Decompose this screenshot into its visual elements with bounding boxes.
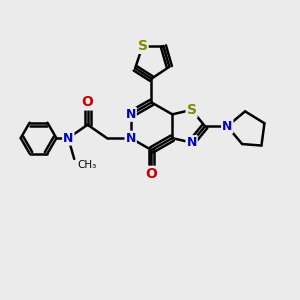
Text: N: N <box>186 136 197 149</box>
Text: N: N <box>125 108 136 121</box>
Text: N: N <box>222 120 232 133</box>
Text: S: S <box>138 39 148 53</box>
Text: CH₃: CH₃ <box>77 160 96 170</box>
Text: N: N <box>63 132 74 145</box>
Text: O: O <box>82 95 94 110</box>
Text: S: S <box>187 103 196 117</box>
Text: N: N <box>125 132 136 145</box>
Text: O: O <box>146 167 158 181</box>
